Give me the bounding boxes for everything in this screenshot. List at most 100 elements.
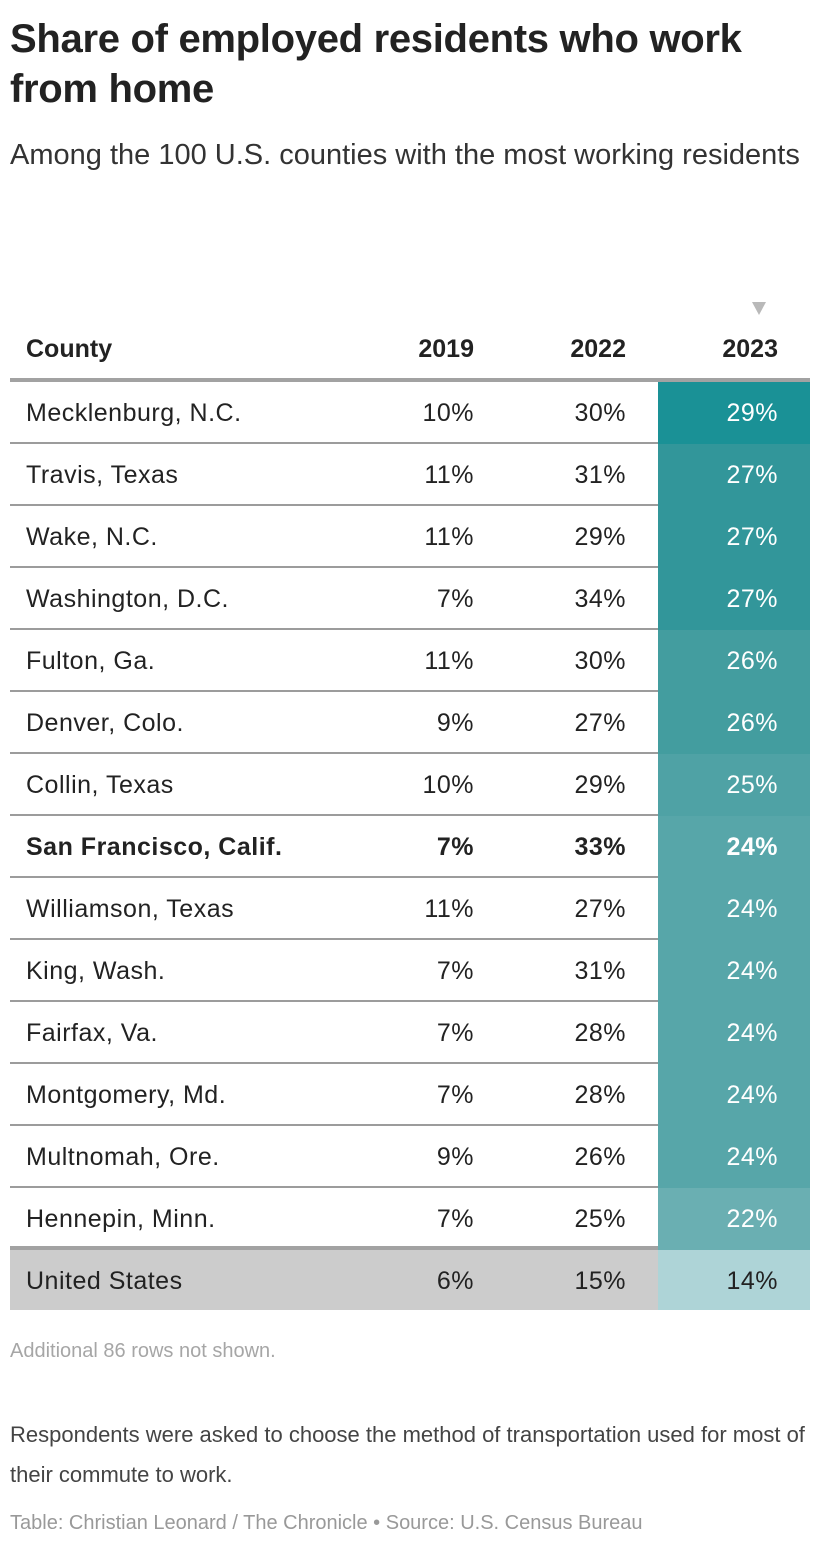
county-name: Williamson, Texas: [26, 895, 235, 923]
value-2019: 7%: [436, 1081, 474, 1109]
county-name: Hennepin, Minn.: [26, 1205, 216, 1233]
table-row: Denver, Colo. 9% 27% 26%: [10, 692, 810, 754]
value-2022: 29%: [574, 771, 626, 799]
table-header: County 2019 2022 2023: [10, 318, 810, 382]
heat-cell: [658, 1250, 810, 1310]
value-2023: 27%: [726, 461, 778, 489]
value-2022: 30%: [574, 399, 626, 427]
column-header-2019[interactable]: 2019: [418, 335, 474, 363]
value-2019: 7%: [436, 1019, 474, 1047]
county-name: Montgomery, Md.: [26, 1081, 227, 1109]
value-2022: 25%: [574, 1205, 626, 1233]
column-header-2022[interactable]: 2022: [570, 335, 626, 363]
value-2019: 10%: [422, 399, 474, 427]
value-2023: 24%: [726, 957, 778, 985]
table-row: San Francisco, Calif. 7% 33% 24%: [10, 816, 810, 878]
value-2022: 28%: [574, 1081, 626, 1109]
heat-cell: [658, 692, 810, 754]
value-2023: 29%: [726, 399, 778, 427]
value-2023: 24%: [726, 833, 778, 861]
county-name: King, Wash.: [26, 957, 166, 985]
heat-cell: [658, 1188, 810, 1250]
county-name: Multnomah, Ore.: [26, 1143, 220, 1171]
value-2022: 15%: [574, 1267, 626, 1295]
heat-cell: [658, 506, 810, 568]
table-row: Washington, D.C. 7% 34% 27%: [10, 568, 810, 630]
value-2023: 26%: [726, 647, 778, 675]
value-2023: 26%: [726, 709, 778, 737]
value-2022: 26%: [574, 1143, 626, 1171]
notes: Respondents were asked to choose the met…: [10, 1422, 805, 1487]
value-2022: 33%: [574, 833, 626, 861]
value-2022: 31%: [574, 957, 626, 985]
county-name: Denver, Colo.: [26, 709, 184, 737]
data-table: County 2019 2022 2023 Mecklenburg, N.C. 1…: [10, 318, 810, 1310]
value-2022: 27%: [574, 895, 626, 923]
value-2023: 14%: [726, 1267, 778, 1295]
county-name: Fairfax, Va.: [26, 1019, 158, 1047]
table-row: Multnomah, Ore. 9% 26% 24%: [10, 1126, 810, 1188]
value-2019: 6%: [436, 1267, 474, 1295]
heat-cell: [658, 878, 810, 940]
value-2023: 25%: [726, 771, 778, 799]
value-2019: 11%: [424, 647, 474, 675]
value-2019: 7%: [436, 833, 474, 861]
county-name: United States: [26, 1267, 183, 1295]
table-row: King, Wash. 7% 31% 24%: [10, 940, 810, 1002]
more-rows-note: Additional 86 rows not shown.: [10, 1340, 276, 1362]
value-2019: 9%: [436, 1143, 474, 1171]
county-name: San Francisco, Calif.: [26, 833, 283, 861]
county-name: Fulton, Ga.: [26, 647, 156, 675]
heat-cell: [658, 568, 810, 630]
heat-cell: [658, 1064, 810, 1126]
value-2019: 10%: [422, 771, 474, 799]
heat-cell: [658, 816, 810, 878]
table-total-row: United States 6% 15% 14%: [10, 1250, 810, 1310]
heat-cell: [658, 754, 810, 816]
value-2023: 22%: [726, 1205, 778, 1233]
value-2022: 28%: [574, 1019, 626, 1047]
table-row: Hennepin, Minn. 7% 25% 22%: [10, 1188, 810, 1250]
value-2019: 11%: [424, 523, 474, 551]
value-2023: 24%: [726, 1019, 778, 1047]
value-2019: 7%: [436, 585, 474, 613]
heat-cell: [658, 940, 810, 1002]
value-2022: 34%: [574, 585, 626, 613]
value-2023: 24%: [726, 1143, 778, 1171]
county-name: Wake, N.C.: [26, 523, 158, 551]
table-row: Montgomery, Md. 7% 28% 24%: [10, 1064, 810, 1126]
county-name: Travis, Texas: [26, 461, 179, 489]
sort-descending-icon[interactable]: [752, 302, 766, 315]
heat-cell: [658, 1002, 810, 1064]
value-2022: 31%: [574, 461, 626, 489]
value-2023: 27%: [726, 523, 778, 551]
source-credit: Table: Christian Leonard / The Chronicle…: [10, 1512, 643, 1534]
value-2023: 24%: [726, 895, 778, 923]
heat-cell: [658, 382, 810, 444]
table-row: Williamson, Texas 11% 27% 24%: [10, 878, 810, 940]
value-2019: 9%: [436, 709, 474, 737]
table-row: Travis, Texas 11% 31% 27%: [10, 444, 810, 506]
page-subtitle: Among the 100 U.S. counties with the mos…: [10, 139, 800, 171]
column-header-county[interactable]: County: [26, 335, 113, 363]
county-name: Collin, Texas: [26, 771, 174, 799]
heat-cell: [658, 630, 810, 692]
value-2023: 27%: [726, 585, 778, 613]
page-title: Share of employed residents who work fro…: [10, 17, 742, 111]
county-name: Washington, D.C.: [26, 585, 229, 613]
table-row: Mecklenburg, N.C. 10% 30% 29%: [10, 382, 810, 444]
value-2019: 11%: [424, 895, 474, 923]
county-name: Mecklenburg, N.C.: [26, 399, 242, 427]
value-2019: 11%: [424, 461, 474, 489]
table-row: Fulton, Ga. 11% 30% 26%: [10, 630, 810, 692]
value-2019: 7%: [436, 1205, 474, 1233]
table-row: Collin, Texas 10% 29% 25%: [10, 754, 810, 816]
value-2022: 29%: [574, 523, 626, 551]
table-row: Fairfax, Va. 7% 28% 24%: [10, 1002, 810, 1064]
heat-cell: [658, 1126, 810, 1188]
value-2022: 27%: [574, 709, 626, 737]
value-2019: 7%: [436, 957, 474, 985]
value-2022: 30%: [574, 647, 626, 675]
column-header-2023[interactable]: 2023: [722, 335, 778, 363]
value-2023: 24%: [726, 1081, 778, 1109]
